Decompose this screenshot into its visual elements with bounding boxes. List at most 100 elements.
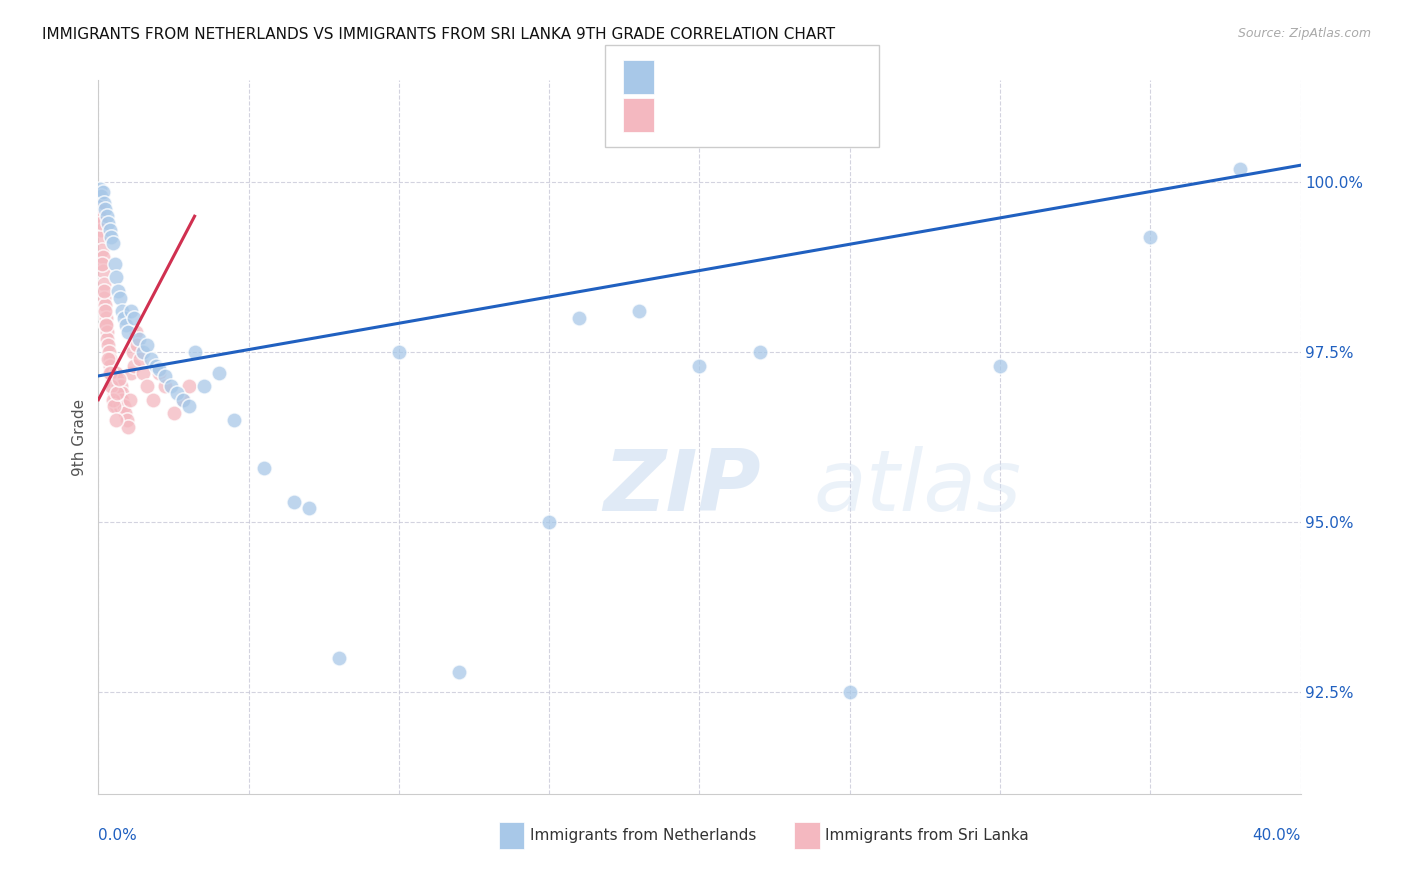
Point (139, 351, 162, 366)
Point (177, 400, 200, 414)
Point (127, 338, 149, 352)
Point (135, 338, 157, 352)
Point (132, 366, 155, 380)
Point (97, 345, 120, 359)
Point (100, 366, 122, 380)
Point (91, 257, 114, 271)
Point (101, 372, 124, 386)
Point (93, 195, 115, 210)
Point (129, 351, 152, 366)
Point (183, 345, 205, 359)
Point (97, 216, 120, 230)
Point (98, 366, 121, 380)
Point (104, 392, 127, 407)
Point (145, 359, 167, 373)
Point (1139, 229, 1161, 244)
Point (97, 338, 120, 352)
Point (90, 189, 112, 203)
Point (96, 209, 118, 223)
Point (112, 400, 135, 414)
Point (568, 311, 591, 326)
Point (93, 304, 115, 318)
Point (90, 229, 112, 244)
Point (148, 366, 170, 380)
Point (94, 318, 117, 332)
Point (172, 392, 194, 407)
Point (111, 392, 134, 407)
Point (110, 379, 132, 393)
Point (988, 359, 1011, 373)
Point (94, 311, 117, 326)
Point (748, 345, 770, 359)
Point (105, 366, 128, 380)
Point (208, 366, 231, 380)
Point (222, 413, 245, 427)
Point (125, 325, 148, 339)
Point (107, 379, 129, 393)
Point (388, 345, 411, 359)
Point (90, 223, 112, 237)
Point (132, 345, 155, 359)
Point (105, 372, 128, 386)
Point (162, 406, 184, 420)
Point (117, 420, 139, 434)
Point (104, 400, 127, 414)
Point (89, 182, 111, 196)
Text: IMMIGRANTS FROM NETHERLANDS VS IMMIGRANTS FROM SRI LANKA 9TH GRADE CORRELATION C: IMMIGRANTS FROM NETHERLANDS VS IMMIGRANT… (42, 27, 835, 42)
Point (93, 277, 115, 292)
Point (177, 379, 200, 393)
Point (89, 195, 111, 210)
Point (105, 270, 128, 285)
Text: atlas: atlas (814, 445, 1022, 529)
Point (283, 494, 305, 508)
Point (89, 202, 111, 217)
Point (94, 297, 117, 311)
Point (107, 284, 129, 298)
Point (107, 372, 129, 386)
Point (111, 385, 134, 400)
Point (538, 515, 561, 529)
Point (105, 385, 128, 400)
Point (91, 186, 114, 200)
Point (153, 368, 176, 383)
Point (91, 243, 114, 257)
Point (117, 325, 139, 339)
Point (112, 311, 135, 326)
Point (148, 362, 170, 376)
Point (122, 345, 145, 359)
Point (103, 400, 125, 414)
Point (94, 202, 117, 217)
Point (98, 223, 121, 237)
Point (96, 325, 118, 339)
Point (172, 392, 194, 407)
Point (159, 379, 181, 393)
Point (193, 379, 215, 393)
Point (98, 351, 121, 366)
Point (838, 685, 860, 699)
Point (153, 379, 176, 393)
Point (689, 359, 711, 373)
Text: Source: ZipAtlas.com: Source: ZipAtlas.com (1237, 27, 1371, 40)
Point (91, 263, 114, 277)
Point (103, 379, 125, 393)
Text: ZIP: ZIP (603, 445, 761, 529)
Point (328, 651, 350, 665)
Point (141, 392, 163, 407)
Point (104, 413, 127, 427)
Point (166, 385, 188, 400)
Point (90, 216, 112, 230)
Point (124, 311, 146, 326)
Point (91, 250, 114, 264)
Point (96, 318, 118, 332)
Point (1229, 161, 1251, 176)
Text: R = 0.223    N = 68: R = 0.223 N = 68 (665, 106, 856, 124)
Text: R = 0.225    N = 50: R = 0.225 N = 50 (665, 68, 856, 86)
Point (111, 304, 134, 318)
Point (101, 379, 124, 393)
Text: 0.0%: 0.0% (98, 828, 138, 843)
Point (447, 665, 470, 679)
Point (135, 379, 157, 393)
Point (103, 385, 125, 400)
Point (108, 400, 131, 414)
Text: 40.0%: 40.0% (1253, 828, 1301, 843)
